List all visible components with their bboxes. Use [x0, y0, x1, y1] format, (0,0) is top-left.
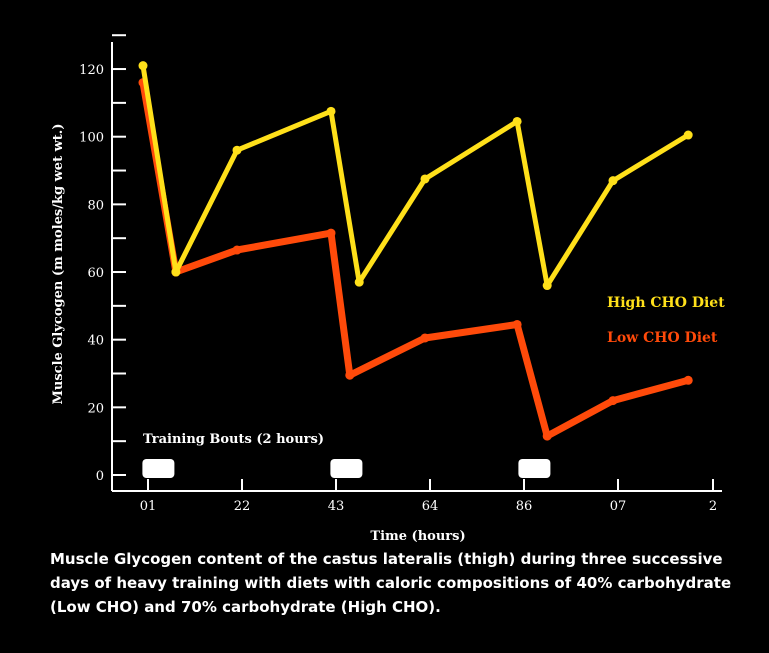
high-cho-point	[608, 176, 618, 186]
x-tick-label: 07	[610, 499, 627, 514]
y-axis-title: Muscle Glycogen (m moles/kg wet wt.)	[51, 124, 66, 405]
high-cho-point	[326, 106, 336, 116]
x-tick-label: 86	[516, 499, 533, 514]
high-cho-point	[171, 267, 181, 277]
x-tick-label: 22	[234, 499, 251, 514]
y-tick-label: 100	[79, 131, 104, 146]
training-bout-box	[142, 459, 175, 478]
legend-high-cho: High CHO Diet	[607, 295, 725, 311]
x-axis-ticks: 01 22 43 64 86 07 2	[140, 479, 717, 514]
y-tick-label: 20	[87, 401, 104, 416]
high-cho-point	[354, 277, 364, 287]
low-cho-point	[683, 375, 693, 385]
y-tick-label: 80	[87, 198, 104, 213]
chart-series	[138, 61, 693, 441]
low-cho-point	[512, 319, 522, 329]
high-cho-point	[232, 145, 242, 155]
y-axis-ticks: 0 20 40 60 80 100 120	[79, 34, 126, 484]
x-tick-label: 64	[422, 499, 439, 514]
low-cho-line	[139, 79, 692, 440]
x-axis-title: Time (hours)	[370, 529, 465, 544]
x-tick-label: 43	[328, 499, 345, 514]
x-tick-label: 01	[140, 499, 157, 514]
high-cho-point	[138, 61, 148, 71]
low-cho-point	[326, 228, 336, 238]
high-cho-point	[420, 174, 430, 184]
x-tick-label: 2	[709, 499, 717, 514]
chart-axes	[111, 42, 722, 492]
low-cho-point	[542, 431, 552, 441]
y-tick-label: 40	[87, 334, 104, 349]
high-cho-point	[542, 281, 552, 291]
training-bouts	[142, 459, 551, 478]
high-cho-point	[683, 130, 693, 140]
y-tick-label: 0	[96, 469, 104, 484]
y-tick-label: 120	[79, 63, 104, 78]
figure-caption: Muscle Glycogen content of the castus la…	[50, 550, 732, 616]
training-bouts-label: Training Bouts (2 hours)	[143, 432, 324, 447]
low-cho-point	[608, 396, 618, 406]
high-cho-line	[140, 63, 691, 289]
y-tick-label: 60	[87, 266, 104, 281]
legend-low-cho: Low CHO Diet	[607, 330, 718, 346]
training-bout-box	[330, 459, 363, 478]
low-cho-point	[345, 370, 355, 380]
low-cho-point	[420, 333, 430, 343]
training-bout-box	[518, 459, 551, 478]
high-cho-point	[512, 116, 522, 126]
chart: 0 20 40 60 80 100 120 01 22 43 64 86 07 2 Muscle Gly…	[51, 34, 725, 544]
low-cho-point	[232, 245, 242, 255]
